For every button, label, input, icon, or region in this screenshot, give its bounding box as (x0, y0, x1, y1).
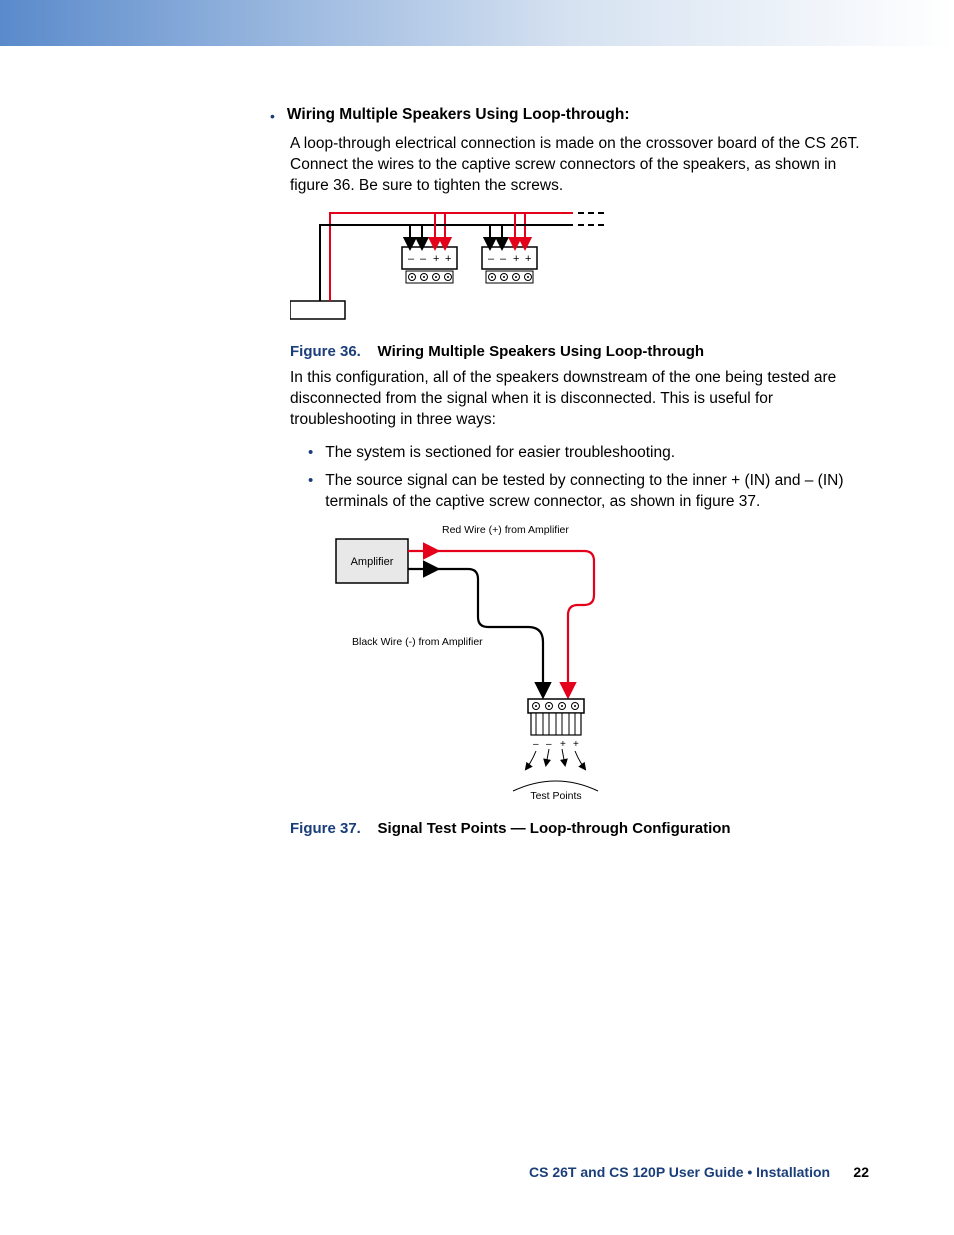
black-wire-label: Black Wire (-) from Amplifier (352, 636, 483, 648)
svg-text:–: – (488, 253, 495, 265)
bullet-row-2: • The source signal can be tested by con… (308, 471, 870, 513)
svg-text:–: – (546, 739, 552, 750)
section-heading-row: • Wiring Multiple Speakers Using Loop-th… (290, 106, 870, 126)
paragraph-config: In this configuration, all of the speake… (290, 368, 870, 431)
svg-text:+: + (445, 253, 451, 265)
bullet-text-1: The system is sectioned for easier troub… (325, 443, 675, 464)
connector-test: – – + + (528, 699, 584, 750)
figure-37-diagram: Amplifier Red Wire (+) from Amplifier Bl… (318, 521, 638, 806)
figure-37-number: Figure 37. (290, 820, 361, 837)
bullet-text-2: The source signal can be tested by conne… (325, 471, 870, 513)
section-heading: Wiring Multiple Speakers Using Loop-thro… (287, 106, 630, 124)
svg-text:+: + (525, 253, 531, 265)
footer-title: CS 26T and CS 120P User Guide • Installa… (529, 1164, 830, 1180)
footer-page-number: 22 (853, 1164, 869, 1180)
svg-text:–: – (533, 739, 539, 750)
figure-36-caption: Figure 36. Wiring Multiple Speakers Usin… (290, 343, 870, 360)
svg-text:+: + (513, 253, 519, 265)
header-gradient (0, 0, 954, 46)
paragraph-intro: A loop-through electrical connection is … (290, 134, 870, 197)
bullet-dot-icon: • (270, 106, 275, 126)
page-body: • Wiring Multiple Speakers Using Loop-th… (0, 46, 954, 865)
figure-36-title: Wiring Multiple Speakers Using Loop-thro… (378, 343, 705, 360)
figure-36-number: Figure 36. (290, 343, 361, 360)
svg-text:–: – (408, 253, 415, 265)
svg-text:+: + (573, 739, 579, 750)
svg-text:–: – (500, 253, 507, 265)
figure-37-caption: Figure 37. Signal Test Points — Loop-thr… (290, 820, 870, 837)
svg-text:+: + (433, 253, 439, 265)
amplifier-label: Amplifier (351, 556, 394, 568)
connector-1: – – + + (402, 239, 457, 283)
svg-text:+: + (560, 739, 566, 750)
page-footer: CS 26T and CS 120P User Guide • Installa… (529, 1164, 869, 1180)
amplifier-box (290, 301, 345, 319)
continuation-marks (578, 213, 604, 225)
bullet-dot-icon: • (308, 471, 313, 491)
connector-2: – – + + (482, 239, 537, 283)
test-points-label: Test Points (530, 790, 581, 802)
bullet-row-1: • The system is sectioned for easier tro… (308, 443, 870, 464)
bullet-dot-icon: • (308, 443, 313, 463)
figure-36-diagram: – – + + – – + + (290, 209, 610, 329)
svg-text:–: – (420, 253, 427, 265)
figure-37-title: Signal Test Points — Loop-through Config… (378, 820, 731, 837)
red-wire-label: Red Wire (+) from Amplifier (442, 524, 569, 536)
